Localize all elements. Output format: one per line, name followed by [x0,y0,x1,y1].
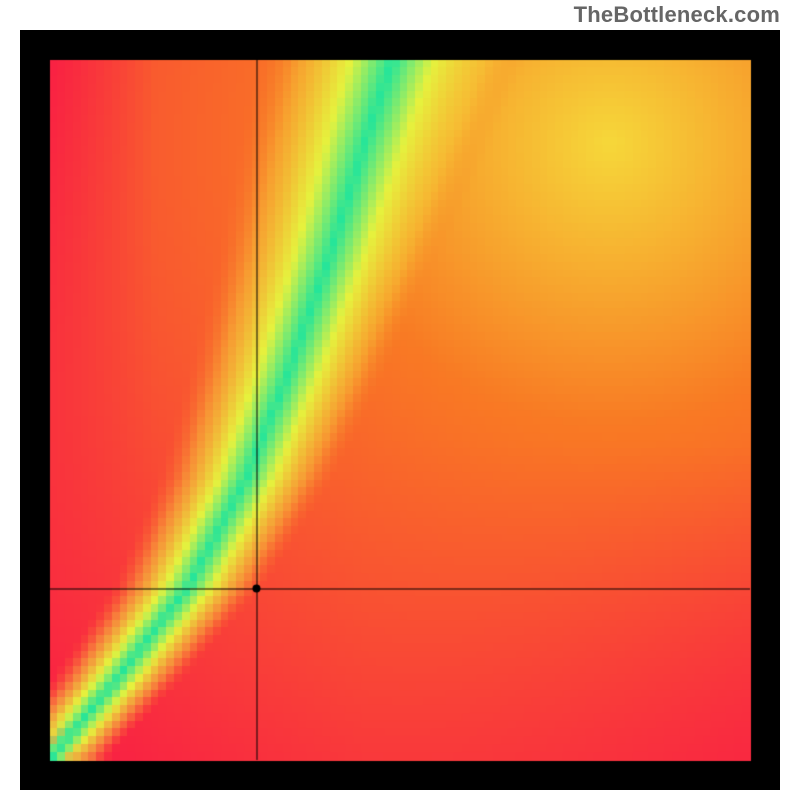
chart-container: TheBottleneck.com [0,0,800,800]
attribution-text: TheBottleneck.com [574,2,780,28]
heatmap-canvas [20,30,780,790]
heatmap-plot [20,30,780,790]
